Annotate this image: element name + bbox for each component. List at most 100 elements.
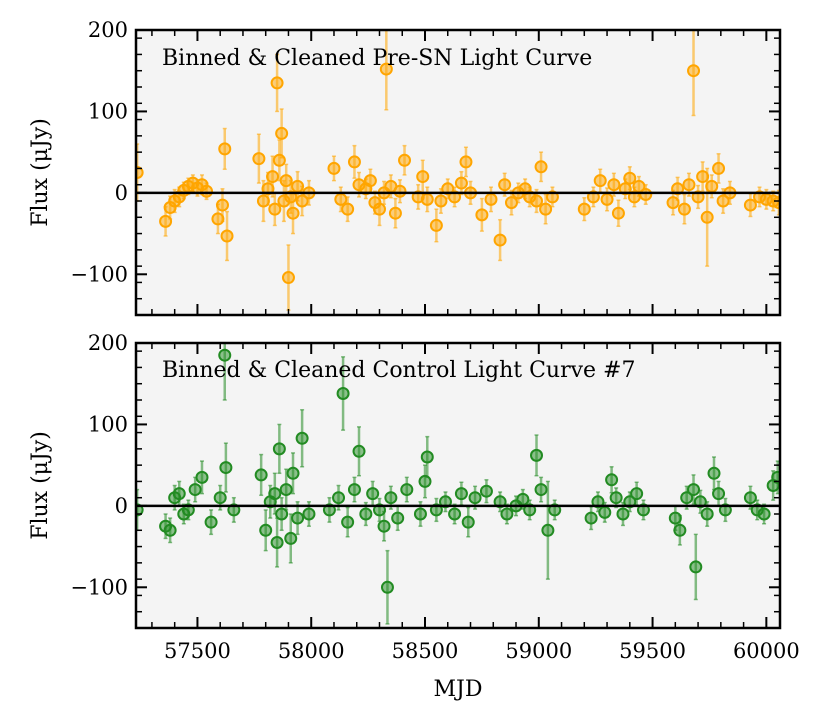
presn-marker bbox=[266, 170, 280, 184]
presn-data-point bbox=[295, 185, 309, 217]
presn-marker bbox=[441, 182, 455, 196]
presn-marker bbox=[398, 153, 412, 167]
presn-marker bbox=[716, 194, 730, 208]
presn-marker bbox=[586, 190, 600, 204]
presn-data-point bbox=[454, 170, 468, 196]
presn-marker bbox=[218, 142, 232, 156]
control-marker bbox=[500, 507, 514, 521]
presn-marker bbox=[270, 76, 284, 90]
control-marker bbox=[771, 470, 780, 484]
control-data-point bbox=[286, 452, 300, 495]
presn-marker bbox=[429, 218, 443, 232]
control-data-point bbox=[291, 501, 305, 536]
presn-marker bbox=[459, 155, 473, 169]
control-marker bbox=[623, 495, 637, 509]
control-marker bbox=[630, 487, 644, 501]
presn-marker bbox=[530, 194, 544, 208]
presn-marker bbox=[363, 174, 377, 188]
control-marker bbox=[286, 466, 300, 480]
control-ylabel: Flux (μJy) bbox=[28, 431, 53, 540]
control-marker bbox=[548, 503, 562, 517]
presn-data-point bbox=[691, 184, 705, 210]
presn-data-point bbox=[577, 196, 591, 222]
control-marker bbox=[377, 519, 391, 533]
control-marker bbox=[418, 474, 432, 488]
control-data-point bbox=[181, 499, 195, 521]
control-marker bbox=[279, 483, 293, 497]
control-xtick-label: 58500 bbox=[392, 639, 459, 663]
control-data-point bbox=[219, 442, 233, 493]
presn-marker bbox=[504, 196, 518, 210]
control-marker bbox=[757, 507, 771, 521]
control-data-point bbox=[272, 423, 286, 475]
presn-data-point bbox=[279, 163, 293, 198]
presn-data-point bbox=[388, 197, 402, 229]
presn-marker bbox=[434, 194, 448, 208]
control-marker bbox=[336, 386, 350, 400]
presn-data-point bbox=[341, 196, 355, 223]
presn-data-point bbox=[475, 197, 489, 232]
control-data-point bbox=[438, 491, 452, 513]
control-data-point bbox=[636, 499, 650, 521]
presn-marker bbox=[388, 206, 402, 220]
presn-data-point bbox=[347, 144, 361, 179]
control-marker bbox=[700, 507, 714, 521]
control-marker bbox=[359, 507, 373, 521]
presn-data-point bbox=[586, 186, 600, 208]
presn-marker bbox=[691, 190, 705, 204]
presn-marker bbox=[286, 206, 300, 220]
control-xtick-label: 57500 bbox=[164, 639, 231, 663]
control-marker bbox=[687, 483, 701, 497]
control-marker bbox=[689, 560, 703, 574]
control-marker bbox=[718, 503, 732, 517]
presn-marker bbox=[677, 202, 691, 216]
presn-data-point bbox=[441, 178, 455, 200]
control-data-point bbox=[270, 517, 284, 568]
presn-marker bbox=[712, 161, 726, 175]
control-marker bbox=[591, 495, 605, 509]
presn-marker bbox=[600, 192, 614, 206]
presn-data-point bbox=[434, 188, 448, 214]
control-xtick-label: 60000 bbox=[733, 639, 800, 663]
control-data-point bbox=[336, 356, 350, 431]
presn-marker bbox=[372, 202, 386, 216]
control-data-point bbox=[163, 517, 177, 544]
control-ytick-label: 0 bbox=[115, 494, 128, 518]
presn-marker bbox=[534, 160, 548, 174]
control-data-point bbox=[718, 497, 732, 523]
presn-data-point bbox=[270, 53, 284, 113]
control-data-point bbox=[493, 491, 507, 513]
presn-marker bbox=[341, 202, 355, 216]
control-marker bbox=[181, 503, 195, 517]
control-marker bbox=[534, 483, 548, 497]
control-marker bbox=[420, 450, 434, 464]
control-marker bbox=[743, 491, 757, 505]
control-marker bbox=[372, 503, 386, 517]
presn-marker bbox=[687, 64, 701, 78]
control-data-point bbox=[687, 474, 701, 505]
presn-data-point bbox=[266, 155, 280, 198]
control-marker bbox=[429, 503, 443, 517]
control-xtick-label: 59500 bbox=[619, 639, 686, 663]
presn-data-point bbox=[611, 199, 625, 227]
presn-data-point bbox=[666, 189, 680, 216]
control-marker bbox=[636, 503, 650, 517]
presn-data-point bbox=[534, 151, 548, 183]
presn-axes-frame bbox=[134, 28, 782, 317]
presn-marker bbox=[295, 194, 309, 208]
presn-marker bbox=[200, 184, 214, 198]
control-marker bbox=[268, 487, 282, 501]
control-marker bbox=[609, 491, 623, 505]
control-marker bbox=[291, 511, 305, 525]
control-marker bbox=[254, 468, 268, 482]
control-marker bbox=[523, 503, 537, 517]
presn-data-point bbox=[416, 159, 430, 194]
control-data-point bbox=[689, 533, 703, 601]
control-marker bbox=[391, 511, 405, 525]
presn-data-point bbox=[275, 108, 289, 159]
presn-marker bbox=[498, 178, 512, 192]
presn-data-point bbox=[218, 127, 232, 170]
control-data-point bbox=[448, 503, 462, 525]
presn-data-point bbox=[215, 188, 229, 223]
presn-data-point bbox=[363, 168, 377, 193]
